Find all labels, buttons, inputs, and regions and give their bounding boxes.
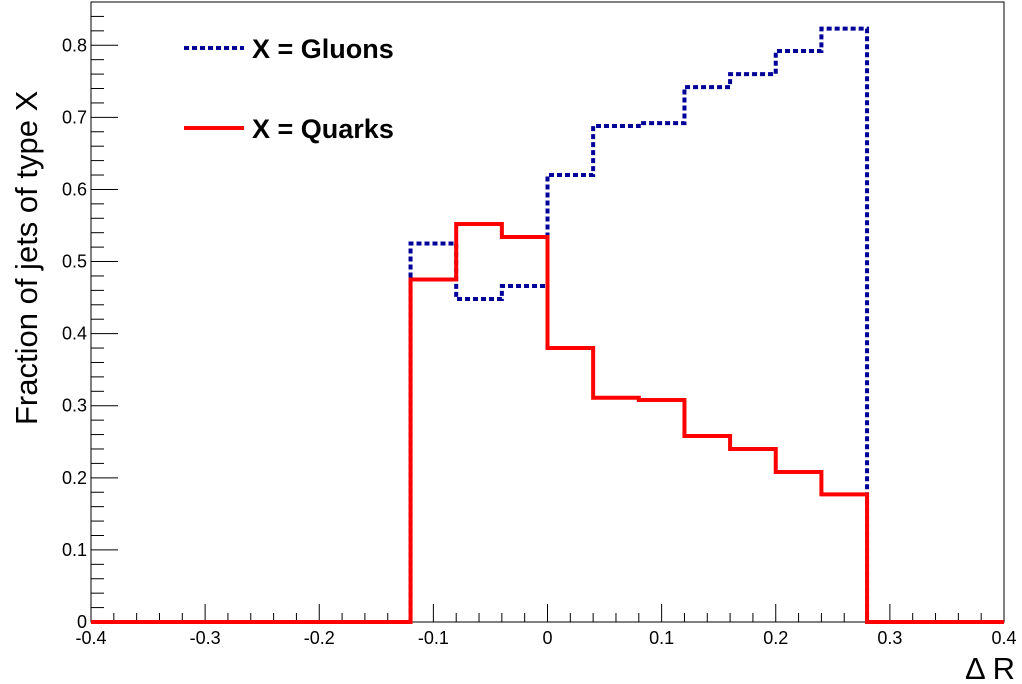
y-tick-label: 0.1 — [62, 540, 87, 560]
x-tick-label: -0.1 — [418, 628, 449, 648]
y-tick-label: 0 — [77, 612, 87, 632]
x-axis-ticks: -0.4 -0.3 -0.2 -0.1 0 0.1 0.2 0.3 0.4 — [75, 604, 1017, 648]
x-tick-label: 0.2 — [763, 628, 788, 648]
legend-label-gluons: X = Gluons — [252, 34, 394, 64]
x-axis-title: Δ R — [965, 651, 1015, 684]
x-tick-label: 0.4 — [991, 628, 1016, 648]
series-layer — [91, 26, 1004, 624]
y-tick-label: 0.5 — [62, 252, 87, 272]
y-tick-label: 0.7 — [62, 107, 87, 127]
x-tick-label: 0 — [542, 628, 552, 648]
y-axis-title: Fraction of jets of type X — [9, 90, 44, 425]
x-tick-label: -0.3 — [190, 628, 221, 648]
y-tick-label: 0.8 — [62, 35, 87, 55]
legend-label-quarks: X = Quarks — [252, 114, 394, 144]
y-tick-label: 0.3 — [62, 396, 87, 416]
series-line-quarks — [91, 222, 1004, 624]
x-tick-label: 0.1 — [649, 628, 674, 648]
y-axis-ticks: 0 0.1 0.2 0.3 0.4 0.5 0.6 0.7 0.8 — [62, 1, 118, 632]
x-tick-label: -0.2 — [304, 628, 335, 648]
x-tick-label: 0.3 — [877, 628, 902, 648]
legend: X = Gluons X = Quarks — [184, 34, 394, 144]
y-tick-label: 0.2 — [62, 468, 87, 488]
x-tick-label: -0.4 — [75, 628, 106, 648]
y-tick-label: 0.4 — [62, 324, 87, 344]
y-tick-label: 0.6 — [62, 179, 87, 199]
